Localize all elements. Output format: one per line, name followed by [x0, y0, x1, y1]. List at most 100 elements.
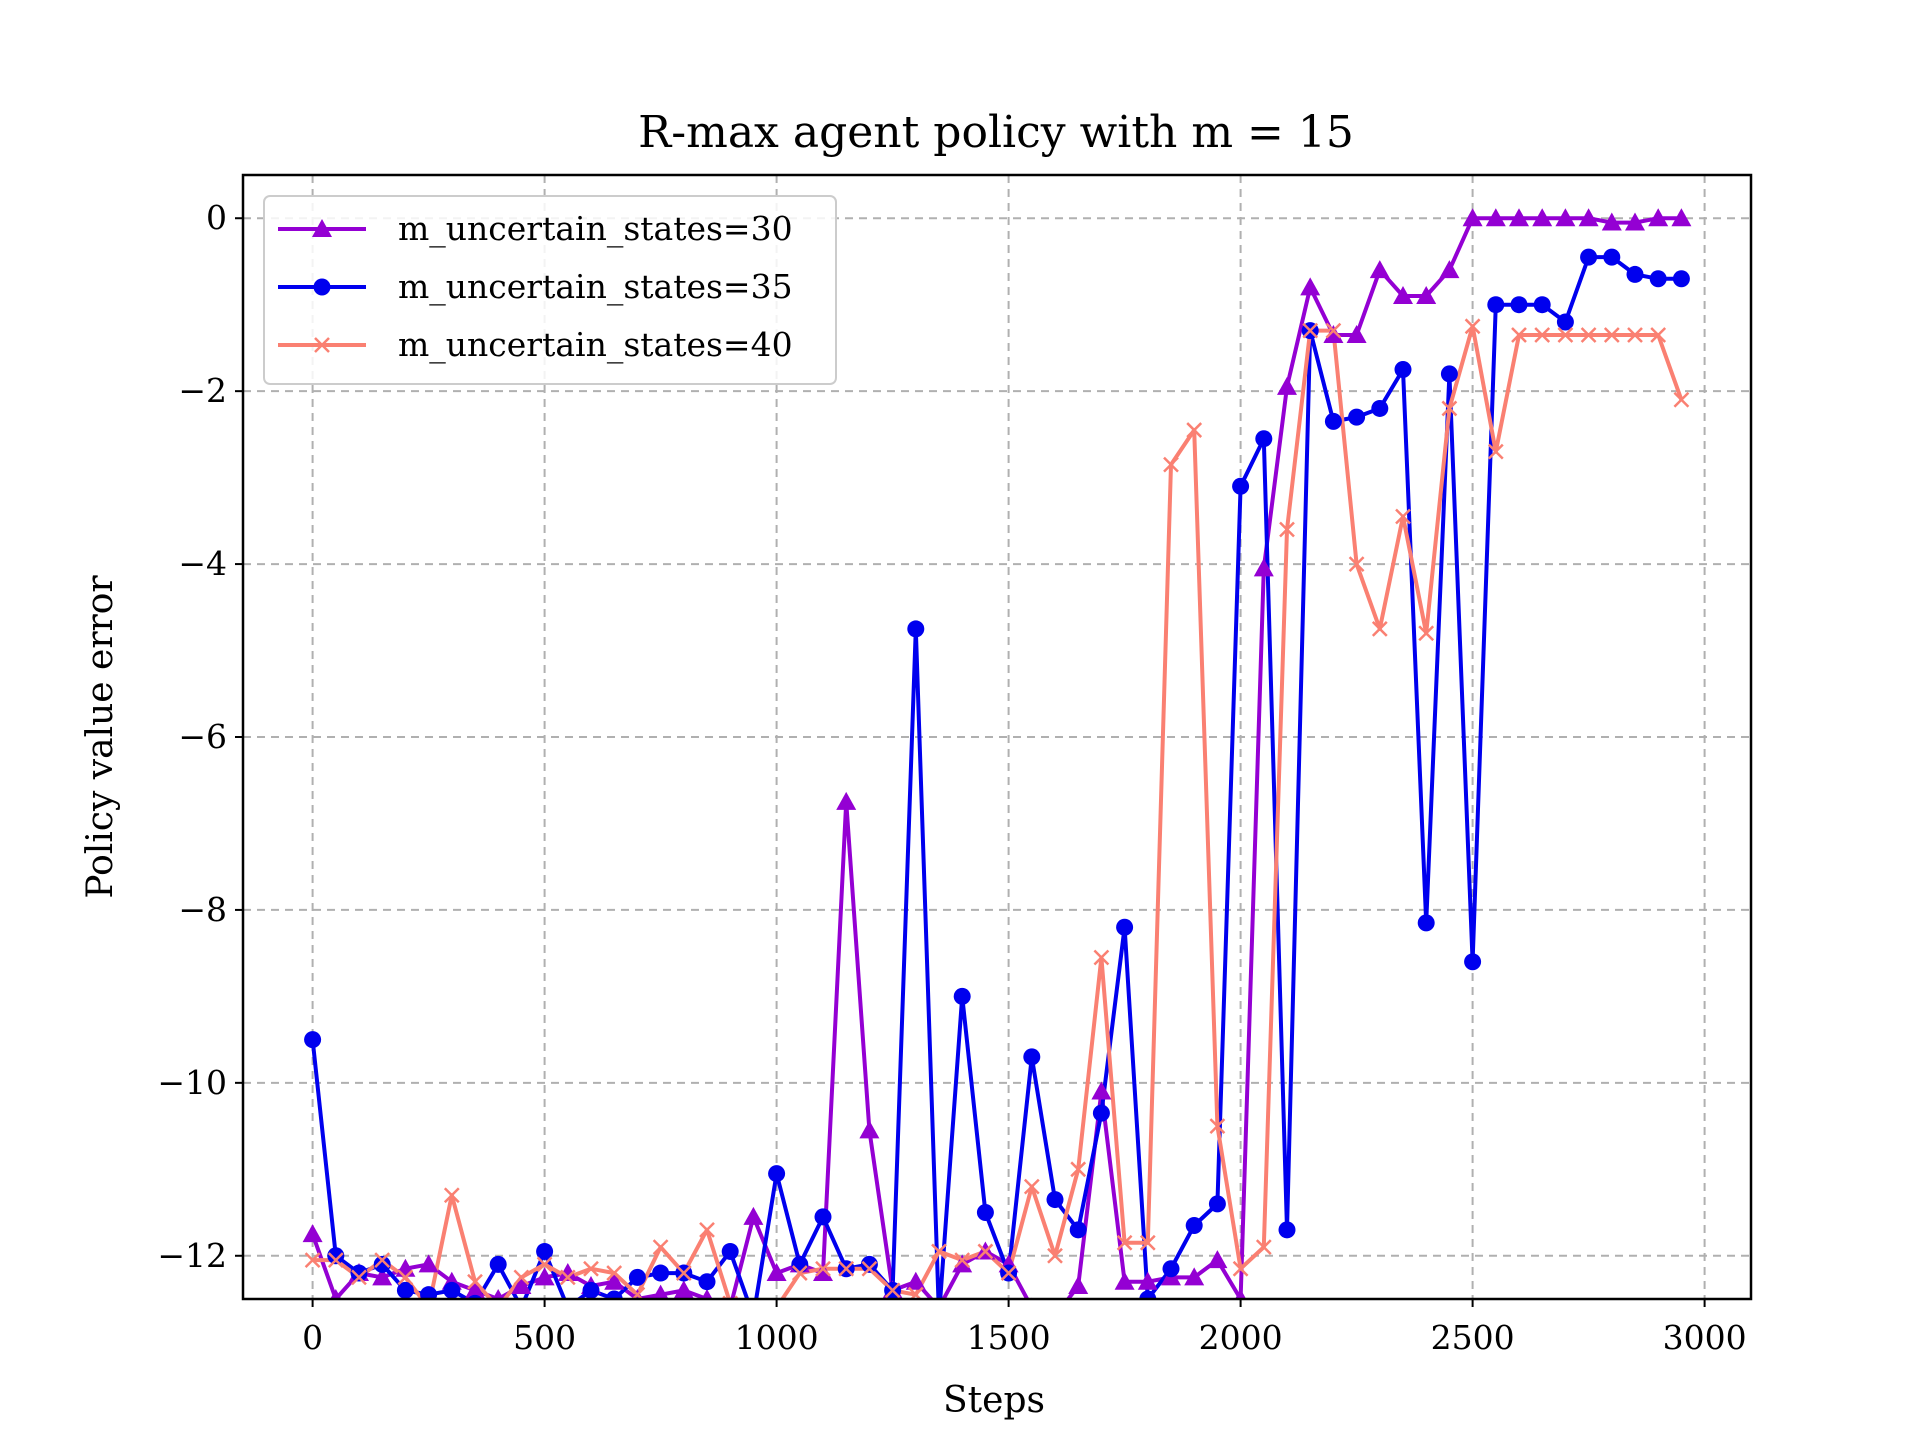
legend-marker-2 — [313, 278, 331, 296]
data-point-series-3 — [907, 1286, 924, 1299]
data-point-series-1 — [1509, 208, 1529, 227]
data-point-series-3 — [1650, 327, 1667, 343]
x-tick-label: 1000 — [735, 1318, 819, 1357]
data-point-series-3 — [1580, 327, 1597, 343]
data-point-series-2 — [1464, 953, 1482, 971]
data-point-series-2 — [304, 1031, 322, 1049]
data-point-series-1 — [1323, 324, 1344, 343]
data-point-series-1 — [1462, 208, 1483, 227]
data-point-series-1 — [859, 1120, 880, 1139]
data-point-series-2 — [1208, 1195, 1226, 1213]
data-point-series-3 — [513, 1269, 530, 1286]
data-point-series-2 — [953, 987, 971, 1005]
data-point-series-1 — [534, 1267, 555, 1286]
data-point-series-1 — [1532, 208, 1553, 227]
chart-title: R-max agent policy with m = 15 — [638, 107, 1354, 158]
data-point-series-3 — [1325, 322, 1342, 339]
y-tick-label: 0 — [206, 198, 227, 237]
data-point-series-3 — [1023, 1178, 1040, 1195]
data-point-series-3 — [583, 1260, 599, 1277]
x-tick-label: 500 — [513, 1318, 576, 1357]
data-point-series-1 — [1137, 1271, 1158, 1290]
data-point-series-1 — [1346, 324, 1367, 343]
data-point-series-1 — [1439, 260, 1460, 279]
x-tick-label: 2500 — [1431, 1318, 1515, 1357]
data-point-series-2 — [1417, 914, 1435, 932]
legend: m_uncertain_states=30 m_uncertain_states=… — [263, 195, 837, 385]
data-point-series-2 — [1139, 1290, 1157, 1299]
data-point-series-1 — [418, 1254, 439, 1273]
data-point-series-2 — [768, 1165, 786, 1183]
data-point-series-2 — [1046, 1191, 1064, 1209]
data-point-series-3 — [931, 1243, 947, 1260]
data-point-series-2 — [1580, 248, 1598, 266]
data-point-series-2 — [350, 1264, 368, 1282]
data-point-series-3 — [1139, 1234, 1156, 1251]
data-point-series-2 — [907, 620, 925, 638]
series-markers — [302, 208, 1692, 1299]
data-point-series-1 — [372, 1267, 393, 1286]
data-point-series-3 — [1070, 1161, 1087, 1178]
data-point-series-2 — [860, 1255, 878, 1273]
data-point-series-3 — [1302, 322, 1319, 339]
data-point-series-2 — [605, 1290, 623, 1299]
data-point-series-2 — [1440, 365, 1458, 383]
data-point-series-2 — [582, 1281, 600, 1299]
data-point-series-2 — [1162, 1260, 1180, 1278]
data-point-series-2 — [1649, 270, 1667, 288]
data-point-series-3 — [1487, 443, 1504, 460]
legend-label-3: m_uncertain_states=40 — [398, 325, 793, 365]
data-point-series-1 — [813, 1263, 833, 1282]
data-point-series-2 — [489, 1255, 507, 1273]
data-point-series-3 — [1209, 1118, 1226, 1134]
data-point-series-1 — [766, 1263, 787, 1282]
data-point-series-1 — [1369, 260, 1390, 279]
data-point-series-3 — [954, 1252, 971, 1268]
data-point-series-3 — [1418, 625, 1435, 642]
data-point-series-3 — [1279, 521, 1295, 538]
data-point-series-2 — [1232, 477, 1250, 495]
data-point-series-3 — [791, 1265, 808, 1281]
y-tick-label: −8 — [178, 890, 227, 929]
data-point-series-1 — [1114, 1271, 1135, 1290]
data-point-series-3 — [559, 1269, 576, 1286]
data-point-series-1 — [1184, 1267, 1205, 1286]
data-point-series-1 — [1277, 376, 1297, 395]
data-point-series-3 — [327, 1252, 344, 1268]
data-point-series-2 — [1255, 430, 1273, 448]
legend-label-1: m_uncertain_states=30 — [398, 209, 793, 249]
data-point-series-1 — [557, 1263, 578, 1282]
data-point-series-2 — [1069, 1221, 1087, 1239]
data-point-series-2 — [373, 1255, 391, 1273]
data-point-series-3 — [1163, 456, 1179, 473]
data-point-series-1 — [673, 1280, 694, 1299]
data-point-series-1 — [905, 1271, 926, 1290]
data-point-series-1 — [1068, 1276, 1089, 1295]
data-point-series-3 — [467, 1273, 483, 1290]
data-point-series-3 — [351, 1269, 367, 1286]
axis-ticks: 0 500 1000 1500 2000 2500 3000 0 −2 −4 −6 −8 −10 −12 — [157, 198, 1746, 1357]
data-point-series-1 — [1555, 208, 1576, 227]
data-point-series-1 — [1625, 212, 1645, 231]
data-point-series-1 — [330, 1289, 342, 1299]
data-point-series-1 — [1416, 286, 1437, 305]
data-point-series-2 — [396, 1281, 414, 1299]
data-point-series-1 — [1235, 1289, 1247, 1299]
y-tick-label: −10 — [157, 1063, 227, 1102]
data-point-series-1 — [511, 1276, 532, 1295]
data-point-series-2 — [721, 1242, 739, 1260]
data-point-series-3 — [606, 1265, 623, 1281]
data-point-series-3 — [884, 1282, 901, 1299]
data-point-series-1 — [743, 1206, 764, 1225]
data-point-series-3 — [861, 1260, 878, 1277]
data-point-series-2 — [1023, 1048, 1041, 1066]
data-point-series-1 — [652, 1284, 669, 1299]
data-point-series-1 — [604, 1271, 625, 1290]
legend-marker-3 — [314, 337, 330, 353]
data-point-series-2 — [1533, 296, 1551, 314]
data-point-series-3 — [1441, 400, 1458, 417]
data-point-series-3 — [652, 1239, 669, 1256]
data-point-series-2 — [420, 1286, 438, 1299]
data-point-series-3 — [1673, 391, 1690, 408]
y-tick-label: −2 — [178, 371, 227, 410]
